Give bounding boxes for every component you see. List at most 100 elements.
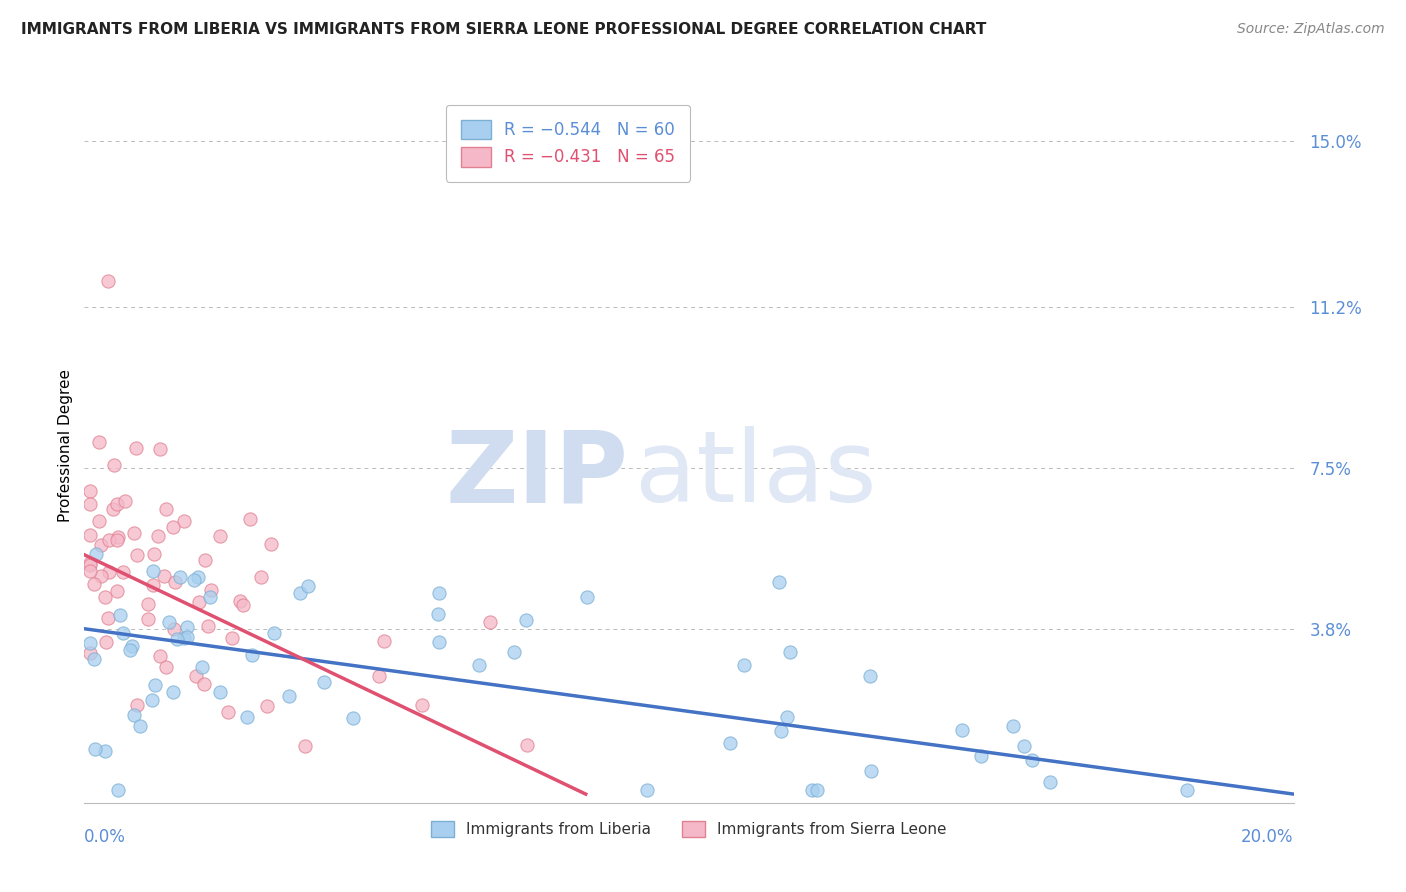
Point (259, 537, 281, 551)
Point (859, 668, 882, 682)
Point (250, 570, 273, 584)
Point (125, 548, 148, 562)
Point (468, 658, 491, 673)
Point (149, 648, 172, 663)
Point (136, 597, 159, 611)
Point (806, 782, 828, 797)
Point (163, 623, 186, 637)
Point (239, 511, 262, 525)
Point (107, 782, 129, 797)
Point (84, 547, 107, 561)
Point (188, 595, 211, 609)
Point (94, 590, 117, 604)
Point (801, 782, 824, 797)
Point (236, 710, 259, 724)
Point (84, 742, 107, 756)
Point (183, 574, 205, 588)
Point (103, 458, 125, 473)
Point (111, 626, 134, 640)
Point (97, 611, 120, 625)
Point (83, 577, 105, 591)
Point (1012, 739, 1035, 754)
Point (142, 578, 165, 592)
Point (143, 678, 166, 692)
Text: atlas: atlas (634, 426, 876, 523)
Point (143, 547, 166, 561)
Point (769, 724, 792, 739)
Point (950, 723, 973, 737)
Point (970, 749, 993, 764)
Point (1175, 782, 1198, 797)
Point (79, 558, 101, 572)
Point (576, 590, 599, 604)
Point (427, 634, 450, 648)
Point (79, 483, 101, 498)
Point (229, 594, 252, 608)
Point (221, 631, 243, 645)
Point (515, 614, 537, 628)
Point (105, 584, 128, 599)
Point (184, 669, 207, 683)
Point (197, 619, 219, 633)
Point (173, 514, 195, 528)
Point (162, 520, 184, 534)
Point (173, 631, 195, 645)
Point (87, 514, 110, 528)
Point (136, 612, 159, 626)
Point (169, 570, 191, 584)
Point (155, 501, 177, 516)
Point (516, 739, 538, 753)
Point (129, 719, 152, 733)
Point (127, 698, 149, 713)
Point (208, 529, 231, 543)
Point (768, 575, 790, 590)
Point (124, 708, 146, 723)
Point (79, 564, 101, 578)
Point (114, 493, 136, 508)
Point (290, 586, 312, 600)
Point (1039, 774, 1062, 789)
Point (297, 579, 319, 593)
Point (163, 575, 186, 590)
Point (1021, 754, 1043, 768)
Point (294, 739, 316, 754)
Point (194, 553, 217, 567)
Point (111, 565, 134, 579)
Point (107, 530, 129, 544)
Text: IMMIGRANTS FROM LIBERIA VS IMMIGRANTS FROM SIERRA LEONE PROFESSIONAL DEGREE CORR: IMMIGRANTS FROM LIBERIA VS IMMIGRANTS FR… (21, 22, 987, 37)
Point (105, 533, 128, 548)
Point (79, 528, 101, 542)
Point (208, 685, 231, 699)
Point (98, 565, 121, 579)
Point (314, 674, 336, 689)
Point (636, 782, 658, 797)
Text: 20.0%: 20.0% (1241, 828, 1294, 846)
Point (342, 711, 364, 725)
Point (90, 538, 112, 552)
Point (187, 570, 209, 584)
Text: Source: ZipAtlas.com: Source: ZipAtlas.com (1237, 22, 1385, 37)
Point (263, 626, 285, 640)
Point (427, 607, 450, 621)
Point (122, 526, 145, 541)
Point (101, 502, 124, 516)
Point (373, 634, 395, 648)
Point (478, 615, 501, 629)
Point (429, 585, 451, 599)
Point (232, 598, 254, 612)
Point (733, 658, 755, 673)
Text: 0.0%: 0.0% (84, 828, 127, 846)
Point (166, 632, 188, 647)
Point (779, 645, 801, 659)
Point (240, 648, 263, 662)
Point (142, 564, 165, 578)
Point (155, 660, 177, 674)
Point (83, 652, 105, 666)
Point (98, 533, 121, 547)
Point (79, 646, 101, 660)
Point (190, 659, 212, 673)
Point (141, 692, 163, 706)
Point (860, 764, 883, 779)
Point (121, 639, 143, 653)
Point (200, 582, 222, 597)
